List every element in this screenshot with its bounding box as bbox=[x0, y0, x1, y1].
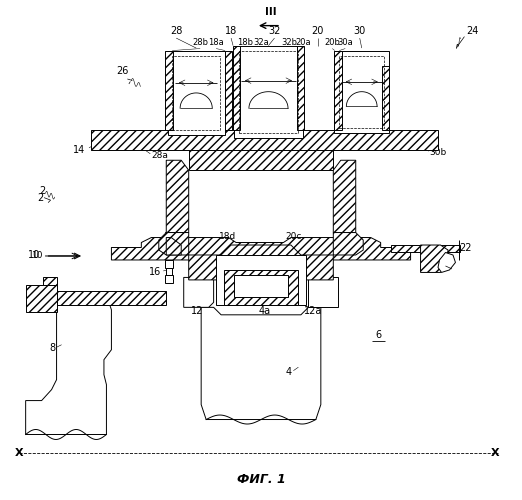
Polygon shape bbox=[334, 50, 342, 130]
Text: 18c: 18c bbox=[164, 232, 181, 240]
Text: III: III bbox=[265, 6, 277, 16]
Text: 36: 36 bbox=[259, 137, 270, 146]
Text: 30: 30 bbox=[353, 26, 366, 36]
Bar bbox=[334, 50, 389, 133]
Polygon shape bbox=[233, 46, 240, 130]
Text: 16: 16 bbox=[149, 268, 161, 278]
Polygon shape bbox=[165, 50, 173, 130]
Text: 32a: 32a bbox=[253, 38, 269, 46]
Polygon shape bbox=[382, 66, 389, 130]
Bar bbox=[172, 56, 220, 130]
Polygon shape bbox=[111, 238, 411, 260]
Text: 20b: 20b bbox=[324, 38, 340, 46]
Text: 4: 4 bbox=[286, 367, 291, 377]
Text: 12: 12 bbox=[191, 306, 204, 316]
Text: 20a: 20a bbox=[295, 38, 311, 46]
Polygon shape bbox=[26, 295, 111, 434]
Polygon shape bbox=[390, 245, 460, 252]
Polygon shape bbox=[159, 232, 188, 255]
Text: 24: 24 bbox=[467, 26, 479, 36]
Text: 18d: 18d bbox=[219, 232, 236, 240]
Polygon shape bbox=[297, 46, 304, 130]
Bar bbox=[339, 56, 384, 128]
Bar bbox=[168, 50, 225, 136]
Polygon shape bbox=[26, 285, 56, 312]
Bar bbox=[166, 268, 172, 276]
Bar bbox=[91, 130, 438, 150]
Text: X: X bbox=[15, 448, 23, 458]
Text: 18: 18 bbox=[225, 26, 237, 36]
Text: 6: 6 bbox=[375, 330, 381, 340]
Text: 30a: 30a bbox=[337, 38, 353, 46]
Text: 8: 8 bbox=[50, 343, 56, 353]
Text: 10: 10 bbox=[28, 250, 40, 260]
Text: X: X bbox=[491, 448, 500, 458]
Polygon shape bbox=[224, 50, 232, 130]
Text: 18a: 18a bbox=[208, 38, 224, 46]
Text: 30b: 30b bbox=[430, 148, 447, 158]
Polygon shape bbox=[167, 238, 181, 255]
Bar bbox=[239, 50, 299, 133]
Text: 20c: 20c bbox=[286, 232, 302, 240]
Text: 20d: 20d bbox=[337, 232, 354, 240]
Text: 2: 2 bbox=[38, 192, 44, 202]
Text: 28b: 28b bbox=[192, 38, 208, 46]
Text: 28: 28 bbox=[170, 26, 182, 36]
Text: ФИГ. 1: ФИГ. 1 bbox=[236, 473, 286, 486]
Polygon shape bbox=[438, 252, 456, 272]
Text: 20: 20 bbox=[312, 26, 324, 36]
Text: 10: 10 bbox=[32, 252, 43, 260]
Polygon shape bbox=[43, 278, 56, 285]
Polygon shape bbox=[56, 291, 167, 305]
Text: 12a: 12a bbox=[304, 306, 323, 316]
Text: 34: 34 bbox=[264, 124, 274, 132]
Polygon shape bbox=[334, 232, 363, 255]
Bar bbox=[165, 276, 173, 283]
Polygon shape bbox=[188, 150, 334, 170]
Text: 18b: 18b bbox=[237, 38, 253, 46]
Polygon shape bbox=[421, 245, 448, 272]
Text: 36: 36 bbox=[188, 131, 199, 140]
Text: 36: 36 bbox=[358, 131, 369, 140]
Text: 4a: 4a bbox=[258, 306, 270, 316]
Text: 34: 34 bbox=[361, 118, 371, 128]
Text: 2: 2 bbox=[40, 186, 46, 196]
Text: 28a: 28a bbox=[151, 151, 168, 160]
Polygon shape bbox=[188, 245, 334, 280]
Text: 32: 32 bbox=[268, 26, 281, 36]
Polygon shape bbox=[309, 278, 338, 308]
Bar bbox=[223, 270, 299, 305]
Text: 26: 26 bbox=[116, 66, 128, 76]
Polygon shape bbox=[184, 278, 213, 308]
Bar bbox=[233, 275, 289, 297]
Text: 22: 22 bbox=[459, 242, 472, 252]
Polygon shape bbox=[216, 255, 306, 305]
Polygon shape bbox=[201, 308, 321, 420]
Bar bbox=[233, 46, 303, 138]
Bar bbox=[165, 260, 173, 268]
Polygon shape bbox=[334, 160, 355, 232]
Polygon shape bbox=[167, 160, 188, 232]
Text: 32b: 32b bbox=[281, 38, 297, 46]
Text: 14: 14 bbox=[73, 146, 85, 156]
Text: 34: 34 bbox=[194, 118, 204, 128]
